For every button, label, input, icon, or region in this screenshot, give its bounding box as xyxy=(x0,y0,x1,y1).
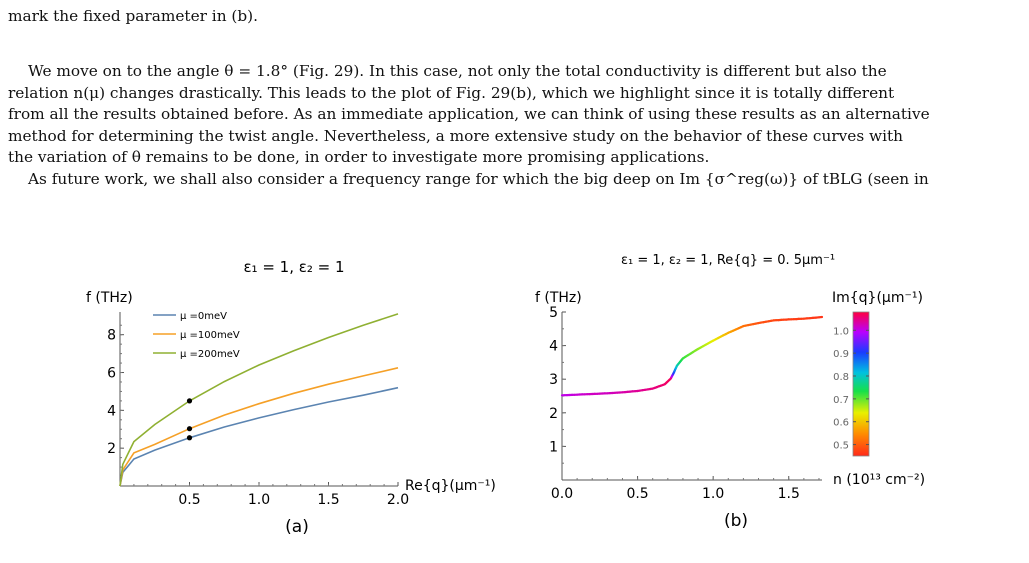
chart-b-xlabel: n (10¹³ cm⁻²) xyxy=(833,472,925,488)
chart-a-series-line-0 xyxy=(119,386,399,487)
chart-b-title: ε₁ = 1, ε₂ = 1, Re{q} = 0. 5μm⁻¹ xyxy=(621,253,835,268)
chart-a-series-line-1 xyxy=(119,367,399,487)
chart-b-y-tick-label: 2 xyxy=(549,406,558,422)
chart-a-ylabel: f (THz) xyxy=(86,290,133,306)
chart-b-ylabel: f (THz) xyxy=(535,290,582,306)
chart-a-marked-point xyxy=(186,426,193,432)
legend-label-1: μ =100meV xyxy=(180,330,240,341)
chart-b-y-tick-label: 5 xyxy=(549,305,558,321)
chart-a-x-tick-label: 2.0 xyxy=(387,492,409,508)
chart-a-x-tick-label: 1.0 xyxy=(248,492,270,508)
top-text-line: mark the fixed parameter in (b). xyxy=(8,7,258,25)
colorbar-tick-label: 1.0 xyxy=(833,326,849,337)
figure-panel-b: ε₁ = 1, ε₂ = 1, Re{q} = 0. 5μm⁻¹ f (THz)… xyxy=(535,253,925,531)
chart-a-y-tick-label: 2 xyxy=(107,441,116,457)
colorbar-tick-label: 0.6 xyxy=(833,418,849,429)
chart-a-y-tick-label: 8 xyxy=(107,328,116,344)
chart-a-series-line-2 xyxy=(119,313,399,487)
paragraph-1-line-2: relation n(μ) changes drastically. This … xyxy=(8,83,895,102)
chart-b-x-tick-label: 1.0 xyxy=(702,486,724,502)
chart-b-x-tick-label: 0.0 xyxy=(551,486,573,502)
chart-b-y-tick-label: 1 xyxy=(549,439,558,455)
chart-a-panel-label: (a) xyxy=(285,517,309,537)
paragraph-1-line-5: the variation of θ remains to be done, i… xyxy=(8,148,710,166)
legend-label-2: μ =200meV xyxy=(180,349,240,360)
chart-a-xlabel: Re{q}(μm⁻¹) xyxy=(405,478,496,494)
paragraph-1-line-3: from all the results obtained before. As… xyxy=(8,105,930,123)
paragraph-1-line-1: We move on to the angle θ = 1.8° (Fig. 2… xyxy=(28,62,887,80)
legend-label-0: μ =0meV xyxy=(180,311,227,322)
paragraph-1: We move on to the angle θ = 1.8° (Fig. 2… xyxy=(8,61,1020,169)
chart-a-marked-point xyxy=(186,435,193,441)
chart-a-y-tick-label: 6 xyxy=(107,366,116,382)
paragraph-1-line-4: method for determining the twist angle. … xyxy=(8,126,904,145)
figure-panel-a: ε₁ = 1, ε₂ = 1 f (THz) Re{q}(μm⁻¹) (a) 0… xyxy=(86,258,496,537)
chart-b-panel-label: (b) xyxy=(724,511,748,531)
colorbar-tick-label: 0.8 xyxy=(833,372,849,383)
chart-b-y-tick-label: 3 xyxy=(549,372,558,388)
chart-b-x-tick-label: 0.5 xyxy=(626,486,648,502)
chart-b-x-tick-label: 1.5 xyxy=(778,486,800,502)
chart-a-y-tick-label: 4 xyxy=(107,403,116,419)
chart-a-title: ε₁ = 1, ε₂ = 1 xyxy=(243,258,344,276)
colorbar xyxy=(852,311,870,457)
chart-a-x-tick-label: 0.5 xyxy=(178,492,200,508)
chart-a-x-tick-label: 1.5 xyxy=(317,492,339,508)
chart-b-y-tick-label: 4 xyxy=(549,339,558,355)
colorbar-tick-label: 0.9 xyxy=(833,349,849,360)
colorbar-label: Im{q}(μm⁻¹) xyxy=(832,290,923,306)
chart-a-marked-point xyxy=(186,398,193,404)
colorbar-tick-label: 0.5 xyxy=(833,441,849,452)
paragraph-2: As future work, we shall also consider a… xyxy=(28,170,929,188)
colorbar-tick-label: 0.7 xyxy=(833,395,849,406)
